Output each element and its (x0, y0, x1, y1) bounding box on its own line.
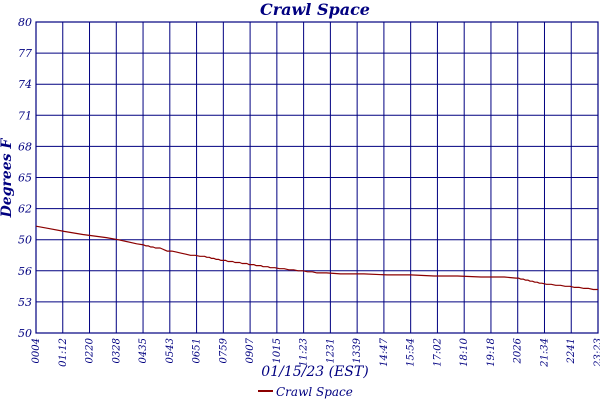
legend-label: Crawl Space (276, 385, 353, 399)
x-tick-label: 21:34 (539, 338, 550, 368)
y-tick-label: 53 (18, 296, 32, 309)
y-tick-label: 77 (18, 47, 32, 60)
x-tick-label: 17:02 (432, 338, 443, 367)
x-tick-label: 2241 (566, 338, 577, 364)
y-tick-label: 68 (18, 140, 32, 153)
x-tick-label: 1015 (272, 338, 283, 363)
y-tick-label: 80 (18, 16, 32, 29)
x-tick-label: 0004 (31, 338, 42, 363)
x-tick-label: 23:23 (593, 338, 600, 368)
grid-layer (36, 22, 598, 333)
x-tick-label: 01:12 (58, 338, 69, 367)
y-tick-label: 62 (18, 203, 32, 216)
x-tick-label: 0759 (218, 337, 229, 363)
x-tick-label: 14:47 (379, 337, 390, 366)
y-axis-label: Degrees F (0, 138, 15, 219)
x-tick-label: 19:18 (486, 338, 497, 367)
x-tick-label: 15:54 (406, 338, 417, 367)
x-tick-label: 1231 (325, 338, 336, 363)
y-tick-label: 50 (18, 327, 32, 340)
y-tick-label: 56 (18, 265, 32, 278)
series-layer (35, 225, 598, 291)
x-tick-label: 0328 (111, 338, 122, 363)
y-tick-label: 71 (18, 109, 32, 122)
x-axis-label: 01/15/23 (EST) (261, 364, 368, 380)
x-tick-label: 18:10 (459, 337, 470, 366)
y-tick-label: 50 (18, 234, 32, 247)
y-tick-label: 74 (18, 78, 32, 91)
x-tick-label: 0907 (245, 337, 256, 363)
x-tick-label: 0651 (192, 338, 203, 363)
x-tick-label: 0435 (138, 338, 149, 363)
y-tick-label: 65 (18, 172, 32, 185)
chart-title: Crawl Space (260, 0, 370, 19)
y-tick-labels: 80 77 74 71 68 65 62 50 56 53 50 (18, 16, 32, 340)
series-line (35, 225, 598, 291)
x-tick-label: 2026 (513, 337, 524, 364)
legend: Crawl Space (258, 385, 353, 399)
x-tick-label: 1339 (352, 337, 363, 363)
x-tick-label: 11:23 (299, 338, 310, 367)
x-tick-label: 0220 (85, 337, 96, 363)
x-tick-label: 0543 (165, 338, 176, 363)
x-tick-labels: 0004 01:12 0220 0328 0435 0543 0651 0759 0907 101… (31, 337, 600, 367)
